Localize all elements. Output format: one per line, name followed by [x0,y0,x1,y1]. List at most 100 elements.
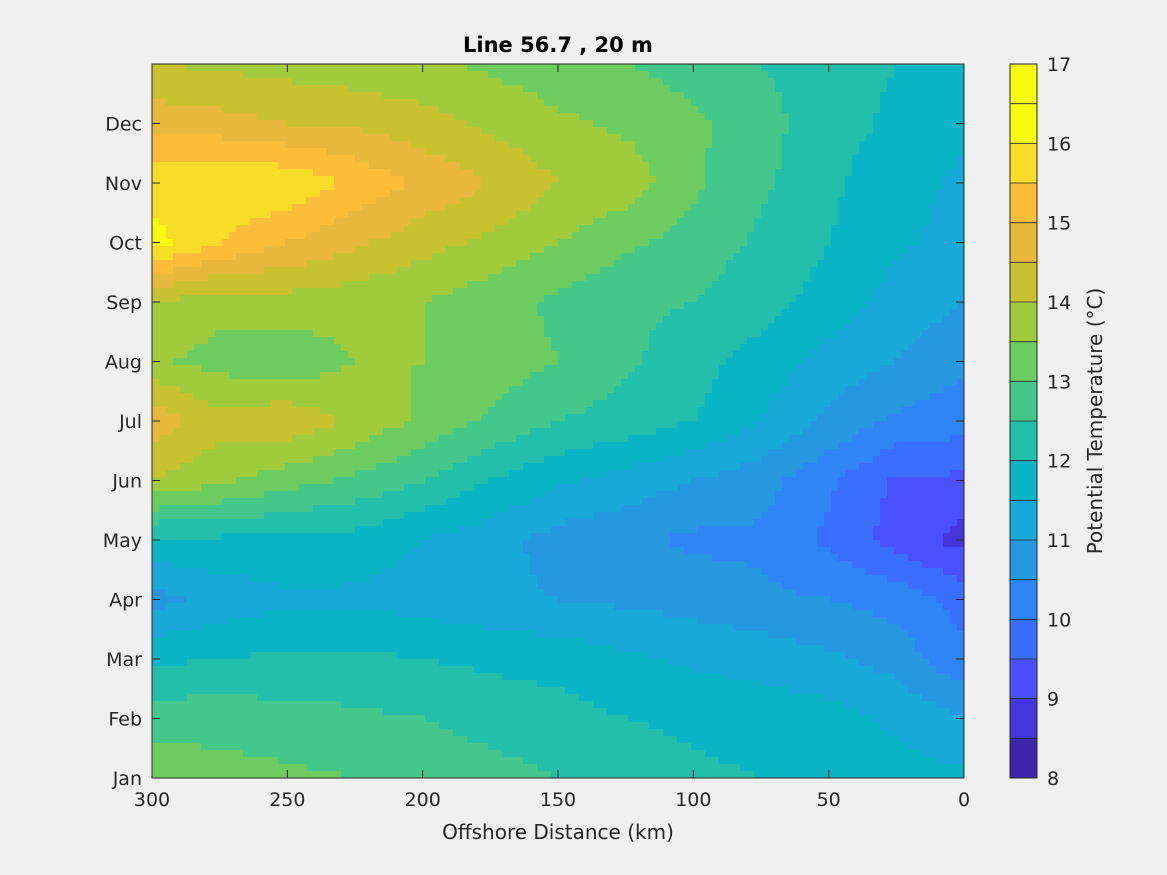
field-cell [236,274,244,282]
field-cell [320,274,328,282]
field-cell [852,78,860,86]
field-cell [761,260,769,268]
field-cell [278,120,286,128]
field-cell [187,239,195,247]
field-cell [229,120,237,128]
field-cell [236,148,244,156]
field-cell [313,169,321,177]
field-cell [845,253,853,261]
field-cell [152,267,160,275]
field-cell [313,141,321,149]
field-cell [334,64,342,72]
field-cell [516,85,524,93]
field-cell [481,211,489,219]
field-cell [852,176,860,184]
field-cell [810,253,818,261]
field-cell [201,176,209,184]
field-cell [789,232,797,240]
field-cell [404,64,412,72]
field-cell [768,295,776,303]
field-cell [656,92,664,100]
field-cell [803,155,811,163]
field-cell [845,99,853,107]
field-cell [495,155,503,163]
field-cell [698,330,706,338]
field-cell [173,176,181,184]
field-cell [747,113,755,121]
field-cell [754,295,762,303]
field-cell [803,162,811,170]
field-cell [166,71,174,79]
field-cell [264,92,272,100]
field-cell [530,134,538,142]
field-cell [768,281,776,289]
field-cell [306,225,314,233]
field-cell [712,134,720,142]
field-cell [831,344,839,352]
field-cell [845,218,853,226]
field-cell [194,190,202,198]
field-cell [957,225,964,233]
field-cell [824,190,832,198]
field-cell [418,183,426,191]
field-cell [957,330,964,338]
field-cell [236,99,244,107]
field-cell [859,351,867,359]
field-cell [803,120,811,128]
field-cell [782,127,790,135]
field-cell [635,260,643,268]
field-cell [635,162,643,170]
field-cell [922,337,930,345]
field-cell [789,155,797,163]
field-cell [852,162,860,170]
field-cell [355,274,363,282]
field-cell [747,183,755,191]
field-cell [649,281,657,289]
field-cell [404,225,412,233]
field-cell [922,351,930,359]
field-cell [187,267,195,275]
field-cell [789,92,797,100]
field-cell [383,169,391,177]
field-cell [691,148,699,156]
field-cell [670,183,678,191]
field-cell [887,288,895,296]
field-cell [747,120,755,128]
field-cell [516,99,524,107]
field-cell [761,190,769,198]
field-cell [635,127,643,135]
field-cell [866,92,874,100]
field-cell [719,344,727,352]
field-cell [159,99,167,107]
field-cell [929,113,937,121]
field-cell [229,330,237,338]
field-cell [768,134,776,142]
field-cell [803,148,811,156]
field-cell [593,358,601,366]
field-cell [348,295,356,303]
field-cell [495,169,503,177]
field-cell [656,274,664,282]
field-cell [852,267,860,275]
field-cell [705,253,713,261]
field-cell [670,218,678,226]
field-cell [222,295,230,303]
field-cell [621,239,629,247]
field-cell [201,204,209,212]
field-cell [873,120,881,128]
field-cell [894,316,902,324]
field-cell [194,323,202,331]
field-cell [201,120,209,128]
field-cell [215,253,223,261]
field-cell [509,176,517,184]
field-cell [887,197,895,205]
field-cell [278,64,286,72]
field-cell [908,309,916,317]
field-cell [712,302,720,310]
field-cell [348,169,356,177]
field-cell [229,162,237,170]
field-cell [383,141,391,149]
field-cell [719,316,727,324]
field-cell [509,99,517,107]
field-cell [698,120,706,128]
